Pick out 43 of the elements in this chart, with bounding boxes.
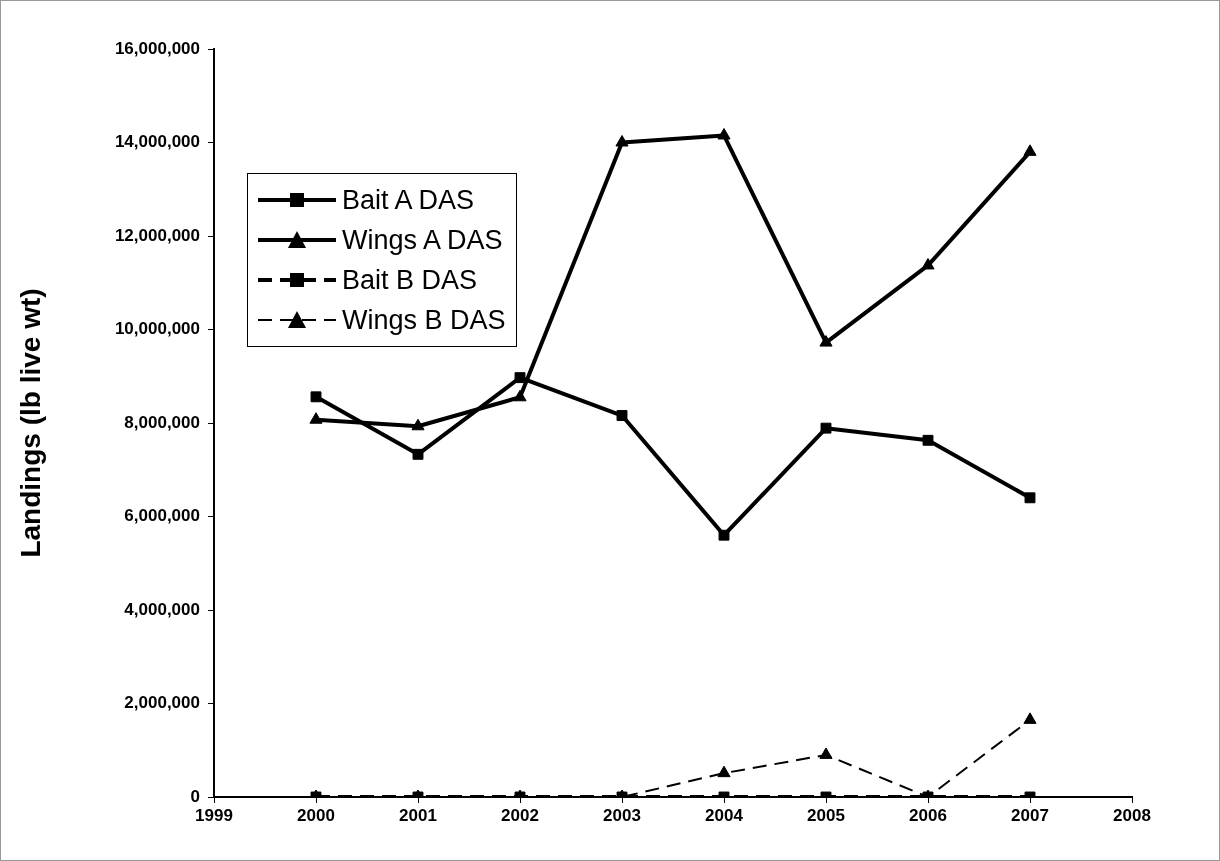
x-tick-label: 2006 [909,805,947,825]
x-tick-label: 2007 [1011,805,1049,825]
point [717,127,731,140]
point [1024,492,1036,504]
point [514,372,526,384]
y-tick-label: 8,000,000 [124,412,200,432]
point [921,257,935,270]
point [718,529,730,541]
legend-label: Bait A DAS [342,184,475,216]
point [819,335,833,347]
x-tick-label: 2002 [501,805,539,825]
point [616,410,628,421]
point [411,418,425,431]
y-tick-label: 0 [190,786,200,806]
point [717,765,731,778]
point [310,391,322,403]
point [309,412,323,424]
point [615,135,629,147]
y-tick-label: 12,000,000 [114,225,200,245]
y-axis-title: Landings (lb live wt) [14,288,46,558]
point [513,389,527,402]
y-tick-label: 4,000,000 [124,599,200,619]
x-tick-label: 2000 [297,805,335,825]
point [412,448,424,460]
x-tick-label: 2001 [399,805,437,825]
point [1023,144,1037,156]
point [1023,712,1037,724]
point [922,434,934,446]
y-tick-label: 10,000,000 [114,319,200,339]
y-tick-label: 14,000,000 [114,132,200,152]
x-tick-label: 2003 [603,805,641,825]
x-tick-label: 1999 [195,805,233,825]
legend-label: Wings A DAS [342,224,503,256]
y-tick-label: 16,000,000 [114,38,200,58]
point [819,747,833,759]
x-tick-label: 2004 [705,805,744,825]
x-tick-label: 2008 [1113,805,1151,825]
point [820,422,832,434]
legend-label: Wings B DAS [342,304,506,336]
legend-label: Bait B DAS [342,264,478,296]
x-tick-label: 2005 [807,805,845,825]
y-tick-label: 2,000,000 [124,693,200,713]
y-tick-label: 6,000,000 [124,506,200,526]
